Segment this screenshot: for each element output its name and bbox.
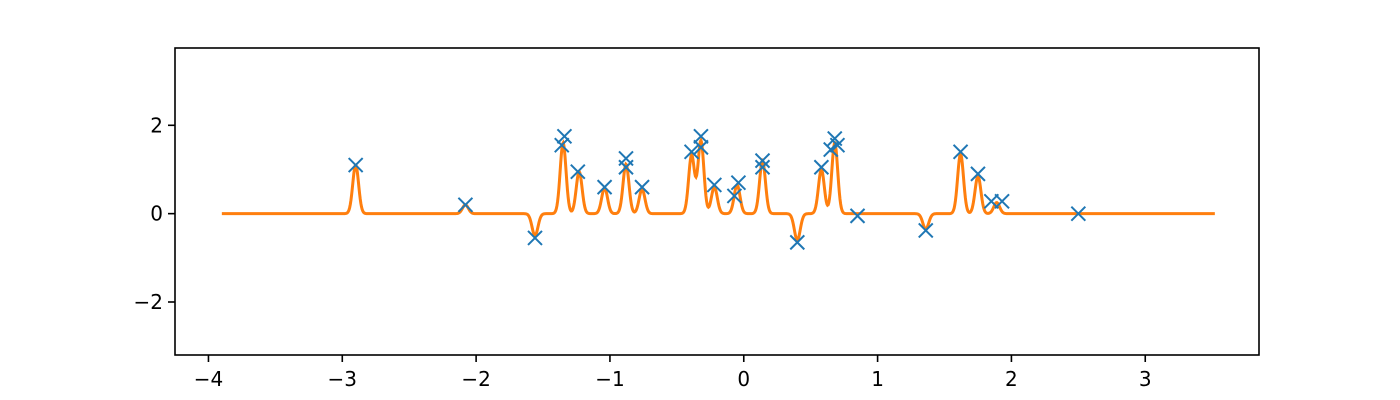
data-point-marker: [693, 139, 709, 156]
data-point-marker: [754, 152, 771, 169]
fitted-curve-line: [221, 136, 1215, 243]
data-point-marker: [618, 159, 634, 175]
data-point-marker: [918, 222, 934, 239]
x-tick-label: 1: [871, 367, 884, 391]
y-axis: −2 0 2: [134, 113, 175, 314]
x-tick-label: −1: [595, 367, 624, 391]
axes-frame: [174, 47, 1260, 356]
x-tick-label: 2: [1005, 367, 1018, 391]
x-tick-label: −4: [194, 367, 223, 391]
data-point-marker: [726, 188, 743, 204]
x-tick-label: 3: [1139, 367, 1152, 391]
data-point-marker: [693, 128, 709, 145]
data-point-marker: [457, 197, 474, 213]
data-point-marker: [952, 144, 969, 160]
data-point-marker: [347, 157, 364, 173]
data-point-marker: [813, 159, 830, 175]
y-tick-label: 2: [150, 113, 163, 137]
data-point-marker: [556, 128, 573, 145]
data-point-marker: [829, 137, 846, 153]
data-point-marker: [730, 175, 747, 191]
data-points: [347, 128, 1087, 251]
data-point-marker: [994, 193, 1010, 209]
data-point-marker: [527, 230, 543, 246]
x-axis: −4 −3 −2 −1 0 1 2 3: [194, 355, 1152, 391]
y-tick-label: 0: [150, 202, 163, 226]
data-point-marker: [706, 177, 723, 193]
data-point-marker: [683, 144, 700, 160]
data-point-marker: [634, 179, 650, 195]
y-tick-label: −2: [134, 290, 163, 314]
x-tick-label: 0: [737, 367, 750, 391]
plot-area: [221, 128, 1215, 251]
data-point-marker: [754, 159, 771, 175]
data-point-marker: [1070, 205, 1087, 222]
data-point-marker: [554, 137, 570, 153]
data-point-marker: [849, 208, 866, 224]
data-point-marker: [789, 234, 806, 251]
data-point-marker: [570, 163, 586, 180]
x-tick-label: −3: [328, 367, 357, 391]
data-point-marker: [596, 179, 613, 195]
data-point-marker: [823, 141, 839, 158]
data-point-marker: [970, 166, 986, 182]
x-tick-label: −2: [461, 367, 490, 391]
